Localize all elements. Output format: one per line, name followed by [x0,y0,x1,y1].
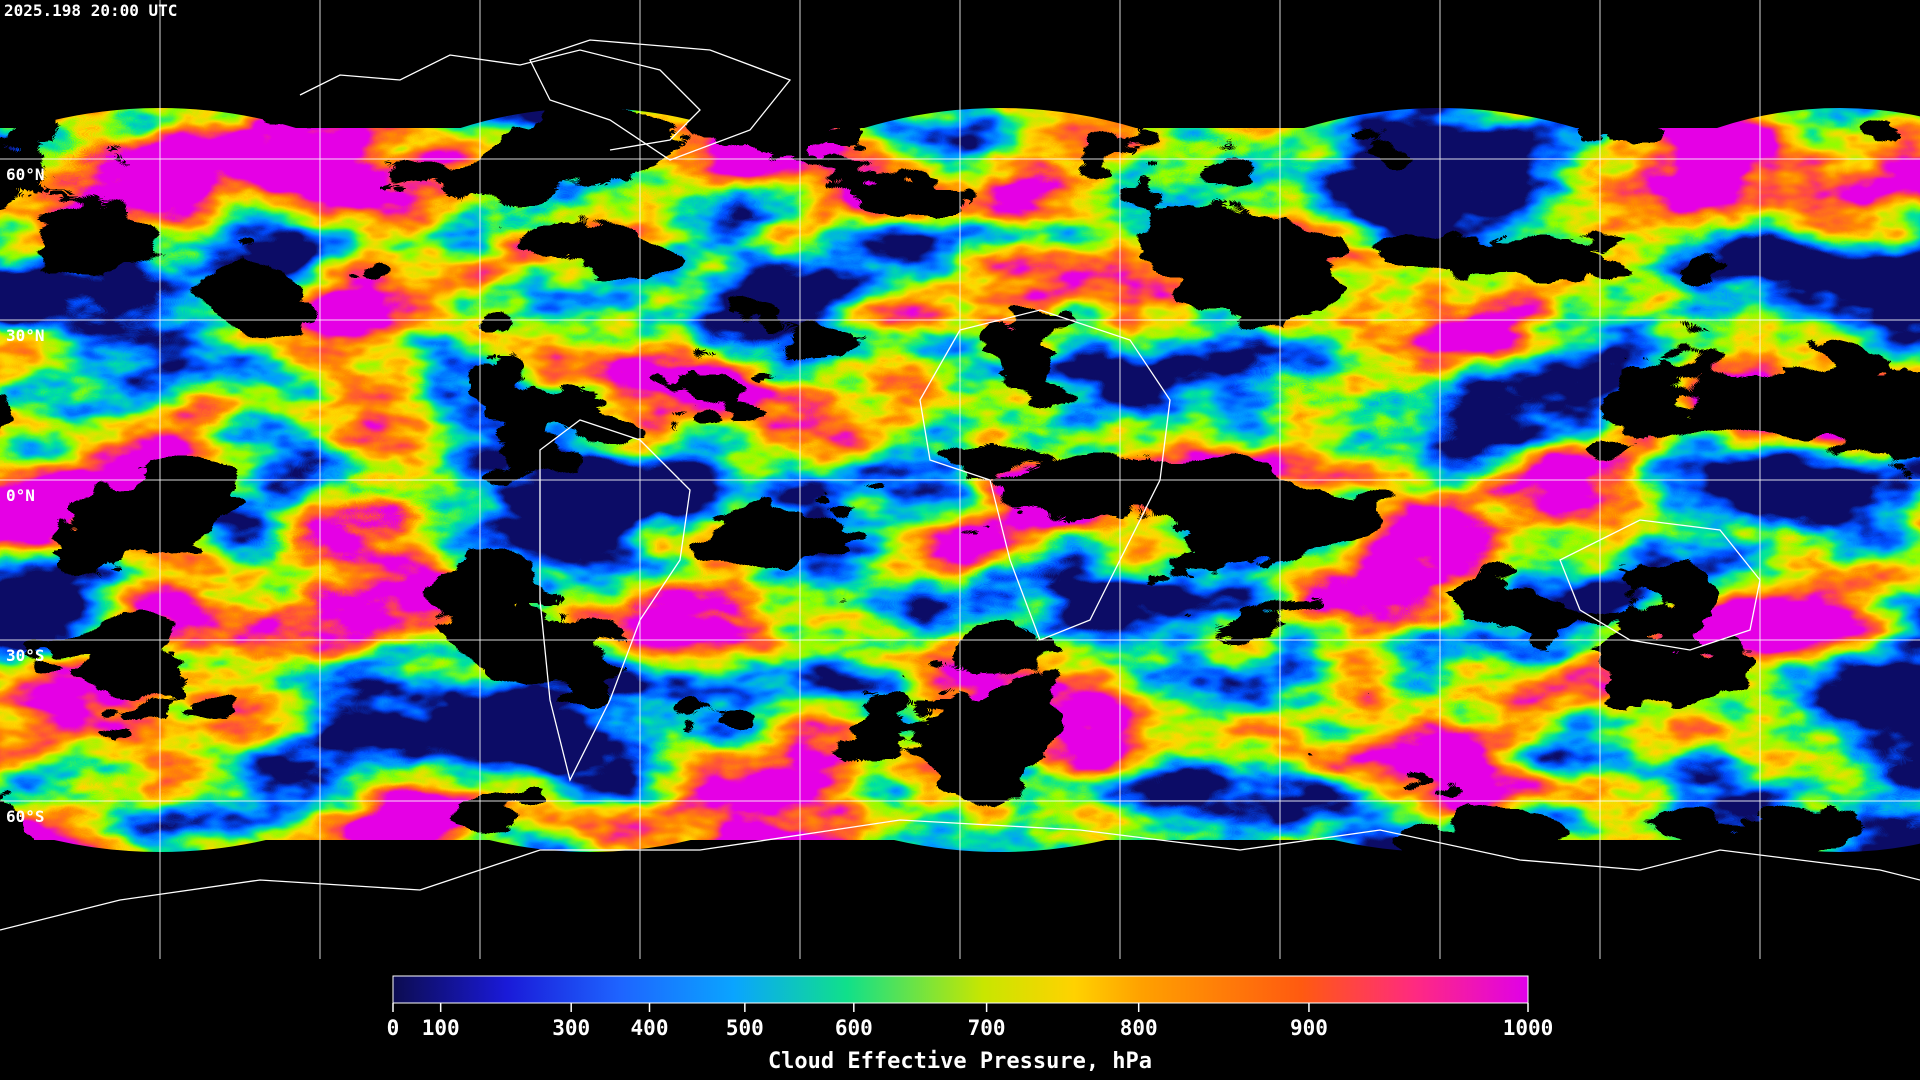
latitude-label: 30°S [6,646,45,665]
graticule [0,0,1920,959]
colorbar-tick-label: 400 [631,1016,669,1040]
colorbar-tick-label: 800 [1120,1016,1158,1040]
coastline [529,39,792,161]
colorbar-tick-label: 300 [552,1016,590,1040]
timestamp: 2025.198 20:00 UTC [4,1,177,20]
colorbar-tick-label: 1000 [1503,1016,1554,1040]
colorbar-tick-label: 100 [422,1016,460,1040]
coastline [1559,519,1761,651]
colorbar-tick-label: 600 [835,1016,873,1040]
latitude-label: 30°N [6,326,45,345]
coastline [0,819,1920,931]
coastline [919,309,1171,641]
latitude-label: 60°N [6,165,45,184]
colorbar-tick-label: 900 [1290,1016,1328,1040]
colorbar-tick-label: 700 [968,1016,1006,1040]
colorbar-tick-label: 500 [726,1016,764,1040]
coastline [299,49,701,151]
latitude-label: 0°N [6,486,35,505]
latitude-label: 60°S [6,807,45,826]
colorbar-tick-label: 0 [387,1016,400,1040]
colorbar [392,975,1529,1004]
colorbar-title: Cloud Effective Pressure, hPa [768,1049,1152,1074]
